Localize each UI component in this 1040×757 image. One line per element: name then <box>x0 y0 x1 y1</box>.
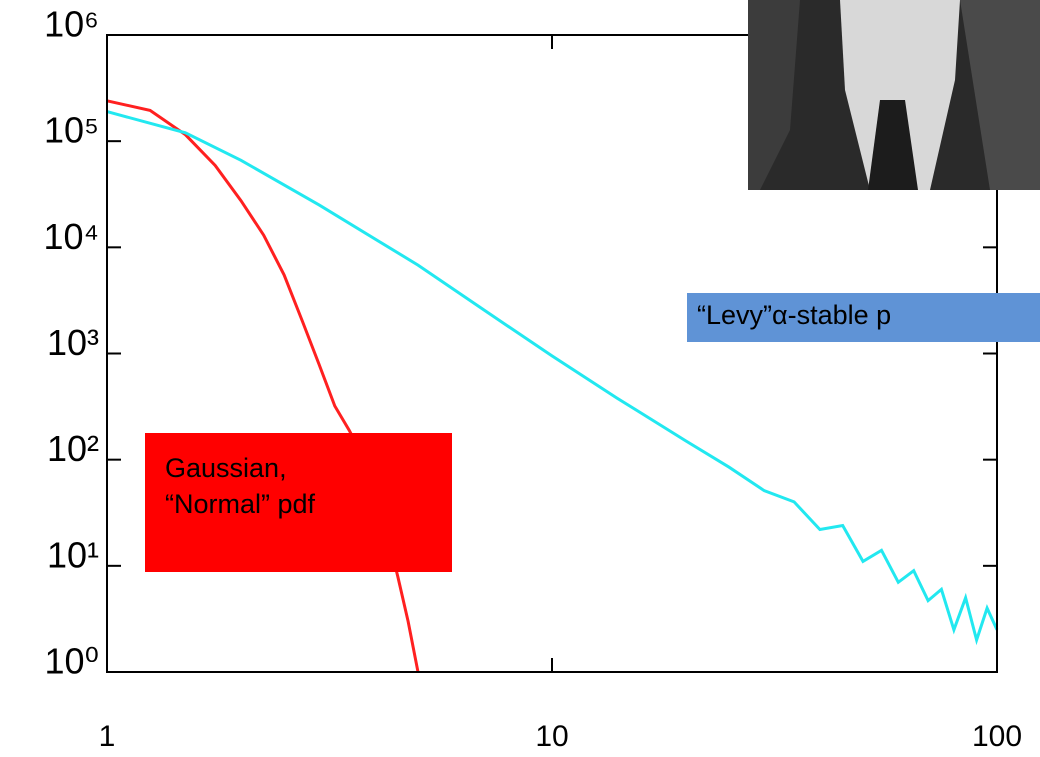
annotation-text: “Levy”α-stable p <box>697 300 891 330</box>
annotation-box <box>687 293 1040 342</box>
y-tick-label: 10⁰ <box>45 641 99 682</box>
y-tick-label: 10⁴ <box>43 216 99 257</box>
annotation-text: Gaussian, “Normal” pdf <box>165 453 316 519</box>
series-line <box>106 99 420 673</box>
x-tick-label: 100 <box>972 720 1022 753</box>
series-line <box>106 110 999 646</box>
y-tick-label: 10³ <box>47 322 99 363</box>
annotation-box <box>145 433 452 572</box>
x-tick-label: 10 <box>535 720 568 753</box>
portrait-photo <box>748 0 1040 190</box>
x-tick-label: 1 <box>99 720 116 753</box>
y-tick-label: 10² <box>47 428 99 469</box>
y-tick-label: 10⁶ <box>44 4 99 45</box>
y-tick-label: 10⁵ <box>44 110 99 151</box>
y-tick-label: 10¹ <box>47 534 99 575</box>
